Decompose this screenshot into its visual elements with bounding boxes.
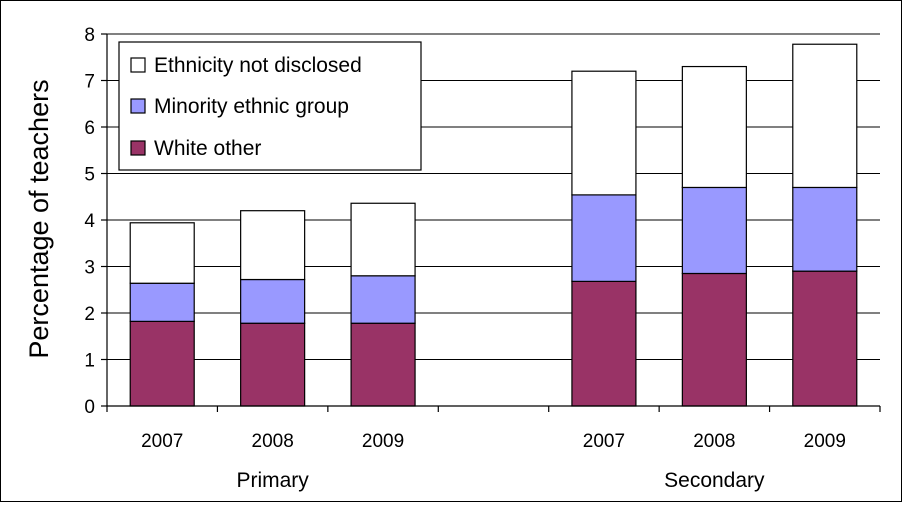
x-tick-label: 2007	[583, 431, 625, 452]
bar-segment-ethnicity-not-disclosed	[240, 210, 306, 281]
bar-segment-minority-ethnic-group	[240, 278, 306, 324]
bar-segment-ethnicity-not-disclosed	[350, 202, 416, 277]
x-tick-label: 2009	[804, 431, 846, 452]
y-tick-label: 6	[84, 118, 95, 139]
bar-segment-ethnicity-not-disclosed	[129, 222, 195, 284]
y-tick-labels: 0 1 2 3 4 5 6 7 8	[84, 25, 95, 418]
bar-segment-white-other	[792, 270, 858, 407]
bar-segment-minority-ethnic-group	[129, 282, 195, 322]
axes	[101, 33, 881, 412]
x-tick-label: 2008	[252, 431, 294, 452]
bar-segment-white-other	[681, 272, 747, 407]
y-tick-label: 8	[84, 25, 95, 46]
bar-segment-white-other	[571, 280, 637, 407]
bar-segment-white-other	[129, 320, 195, 407]
legend-swatch-white-other	[130, 140, 146, 156]
legend-swatch-minority-ethnic-group	[130, 98, 146, 114]
group-label-primary: Primary	[236, 469, 309, 492]
group-labels: Primary Secondary	[236, 469, 765, 492]
legend-box	[118, 41, 422, 171]
y-tick-label: 4	[84, 211, 95, 232]
y-axis-label: Percentage of teachers	[24, 79, 54, 358]
x-tick-label: 2008	[693, 431, 735, 452]
bar-segment-minority-ethnic-group	[350, 275, 416, 324]
x-tick-label: 2007	[141, 431, 183, 452]
bar-segment-minority-ethnic-group	[681, 186, 747, 275]
legend: Ethnicity not disclosed Minority ethnic g…	[118, 41, 422, 171]
x-tick-label: 2009	[362, 431, 404, 452]
legend-swatch-ethnicity-not-disclosed	[130, 57, 146, 73]
bar-segment-white-other	[350, 322, 416, 407]
legend-label-minority-ethnic-group: Minority ethnic group	[154, 95, 349, 118]
bar-segment-minority-ethnic-group	[571, 194, 637, 282]
y-tick-label: 1	[84, 351, 95, 372]
bar-segment-minority-ethnic-group	[792, 186, 858, 272]
bar-segment-ethnicity-not-disclosed	[792, 43, 858, 189]
group-label-secondary: Secondary	[664, 469, 765, 492]
x-tick-labels: 2007 2008 2009 2007 2008 2009	[141, 431, 846, 452]
y-tick-label: 5	[84, 165, 95, 186]
legend-label-white-other: White other	[154, 137, 261, 160]
y-tick-label: 0	[84, 397, 95, 418]
bar-segment-ethnicity-not-disclosed	[681, 65, 747, 189]
bar-segment-ethnicity-not-disclosed	[571, 70, 637, 196]
bar-segment-white-other	[240, 322, 306, 407]
y-tick-label: 2	[84, 304, 95, 325]
y-tick-label: 3	[84, 258, 95, 279]
legend-label-ethnicity-not-disclosed: Ethnicity not disclosed	[154, 54, 362, 77]
y-tick-label: 7	[84, 72, 95, 93]
bars	[129, 43, 858, 407]
